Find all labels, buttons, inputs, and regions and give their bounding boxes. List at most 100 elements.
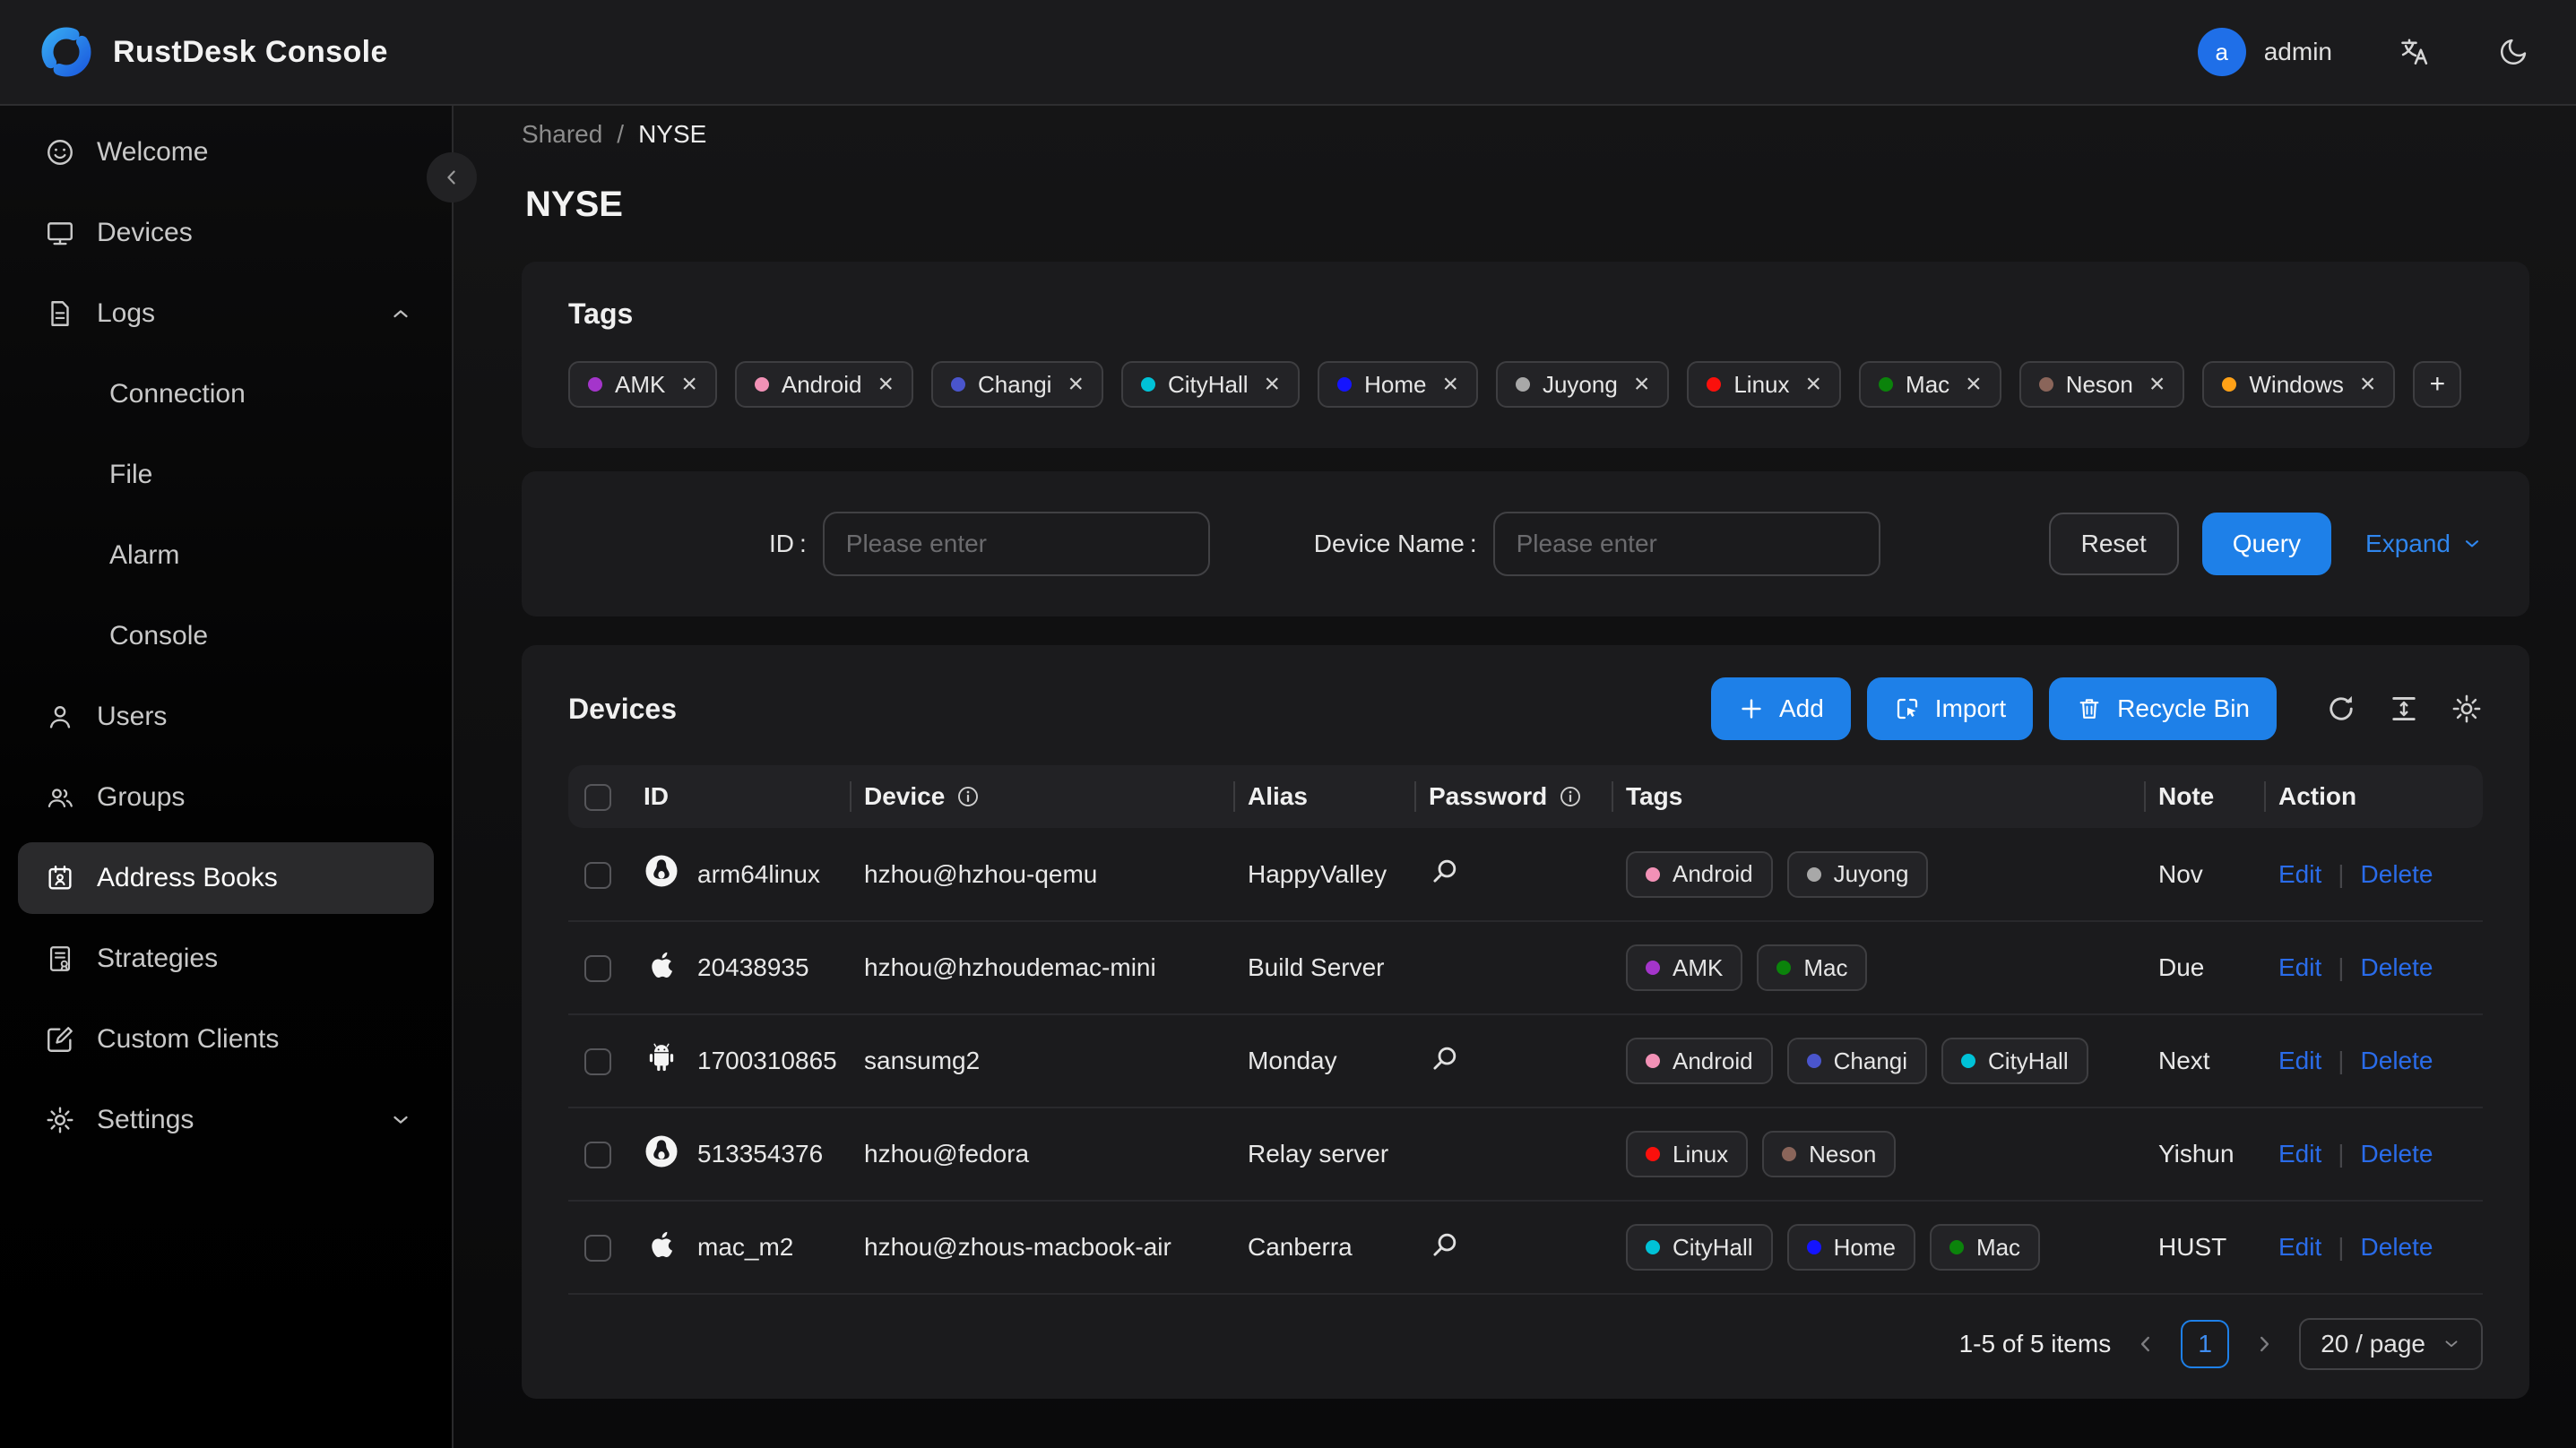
tag-chip[interactable]: Neson bbox=[1762, 1131, 1897, 1177]
tag-chip[interactable]: Linux × bbox=[1687, 361, 1842, 408]
tag-chip[interactable]: Mac × bbox=[1859, 361, 2001, 408]
sidebar-item-alarm[interactable]: Alarm bbox=[18, 520, 434, 591]
id-filter-input[interactable] bbox=[822, 512, 1210, 576]
device-note: Nov bbox=[2144, 828, 2264, 922]
device-note: Due bbox=[2144, 921, 2264, 1015]
edit-link[interactable]: Edit bbox=[2278, 953, 2322, 981]
tag-chip[interactable]: Changi × bbox=[931, 361, 1103, 408]
tag-chip[interactable]: Android × bbox=[734, 361, 914, 408]
page-number-button[interactable]: 1 bbox=[2181, 1320, 2230, 1368]
sidebar-item-settings[interactable]: Settings bbox=[18, 1084, 434, 1156]
previous-page-icon[interactable] bbox=[2134, 1332, 2157, 1356]
sidebar-item-groups[interactable]: Groups bbox=[18, 762, 434, 833]
chevron-down-icon bbox=[2461, 533, 2483, 555]
tag-color-dot bbox=[588, 377, 602, 392]
delete-link[interactable]: Delete bbox=[2360, 859, 2433, 888]
sidebar-item-logs[interactable]: Logs bbox=[18, 278, 434, 349]
tag-chip[interactable]: AMK × bbox=[568, 361, 717, 408]
chevron-down-icon bbox=[2442, 1334, 2461, 1354]
password-search-icon[interactable] bbox=[1429, 1042, 1461, 1074]
sidebar-item-users[interactable]: Users bbox=[18, 681, 434, 753]
row-checkbox[interactable] bbox=[584, 861, 611, 889]
edit-link[interactable]: Edit bbox=[2278, 1047, 2322, 1074]
tag-label: Juyong bbox=[1542, 370, 1618, 398]
next-page-icon[interactable] bbox=[2252, 1332, 2276, 1356]
delete-link[interactable]: Delete bbox=[2360, 1140, 2433, 1168]
device-note: HUST bbox=[2144, 1201, 2264, 1295]
remove-tag-icon[interactable]: × bbox=[2148, 369, 2165, 399]
row-tags: CityHall Home Mac bbox=[1626, 1224, 2144, 1271]
remove-tag-icon[interactable]: × bbox=[1966, 369, 1982, 399]
tag-chip[interactable]: Android bbox=[1626, 850, 1773, 898]
edit-link[interactable]: Edit bbox=[2278, 1233, 2322, 1261]
row-checkbox[interactable] bbox=[584, 955, 611, 983]
sidebar-item-welcome[interactable]: Welcome bbox=[18, 116, 434, 188]
import-button[interactable]: Import bbox=[1866, 677, 2034, 740]
expand-link[interactable]: Expand bbox=[2365, 530, 2483, 558]
id-filter-label: ID bbox=[769, 530, 794, 557]
remove-tag-icon[interactable]: × bbox=[1633, 369, 1650, 399]
tag-chip[interactable]: CityHall bbox=[1941, 1038, 2088, 1084]
tag-chip[interactable]: Mac bbox=[1757, 944, 1868, 991]
info-icon[interactable] bbox=[955, 784, 981, 809]
password-search-icon[interactable] bbox=[1429, 855, 1461, 887]
remove-tag-icon[interactable]: × bbox=[1068, 369, 1084, 399]
reset-button[interactable]: Reset bbox=[2048, 513, 2179, 575]
translate-icon[interactable] bbox=[2399, 36, 2431, 68]
tag-chip[interactable]: AMK bbox=[1626, 944, 1743, 991]
select-all-checkbox[interactable] bbox=[584, 784, 611, 812]
delete-link[interactable]: Delete bbox=[2360, 1047, 2433, 1074]
delete-link[interactable]: Delete bbox=[2360, 1233, 2433, 1261]
tag-chip[interactable]: Juyong × bbox=[1495, 361, 1670, 408]
breadcrumb-parent[interactable]: Shared bbox=[522, 120, 603, 148]
tag-chip[interactable]: Home × bbox=[1318, 361, 1478, 408]
remove-tag-icon[interactable]: × bbox=[1264, 369, 1281, 399]
sidebar-collapse-button[interactable] bbox=[427, 152, 477, 203]
recycle-bin-button[interactable]: Recycle Bin bbox=[2049, 677, 2277, 740]
sidebar-item-devices[interactable]: Devices bbox=[18, 197, 434, 269]
dark-mode-moon-icon[interactable] bbox=[2497, 36, 2529, 68]
tag-color-dot bbox=[1646, 1147, 1660, 1161]
tag-chip[interactable]: CityHall × bbox=[1120, 361, 1301, 408]
tag-chip[interactable]: Android bbox=[1626, 1038, 1773, 1084]
avatar[interactable]: a bbox=[2197, 28, 2246, 76]
sidebar-item-address-books[interactable]: Address Books bbox=[18, 842, 434, 914]
add-tag-button[interactable]: + bbox=[2413, 361, 2462, 408]
remove-tag-icon[interactable]: × bbox=[2359, 369, 2376, 399]
tag-chip[interactable]: Home bbox=[1786, 1224, 1915, 1271]
sidebar-item-file[interactable]: File bbox=[18, 439, 434, 511]
refresh-icon[interactable] bbox=[2325, 693, 2357, 725]
tag-chip[interactable]: Linux bbox=[1626, 1131, 1749, 1177]
remove-tag-icon[interactable]: × bbox=[1805, 369, 1822, 399]
row-checkbox[interactable] bbox=[584, 1235, 611, 1263]
query-button[interactable]: Query bbox=[2201, 513, 2332, 575]
tag-label: Home bbox=[1364, 370, 1427, 398]
info-icon[interactable] bbox=[1558, 784, 1583, 809]
device-name-filter-input[interactable] bbox=[1492, 512, 1880, 576]
edit-link[interactable]: Edit bbox=[2278, 1140, 2322, 1168]
sidebar-item-connection[interactable]: Connection bbox=[18, 358, 434, 430]
edit-link[interactable]: Edit bbox=[2278, 859, 2322, 888]
tag-chip[interactable]: Windows × bbox=[2202, 361, 2396, 408]
row-checkbox[interactable] bbox=[584, 1142, 611, 1169]
remove-tag-icon[interactable]: × bbox=[1442, 369, 1458, 399]
tag-chip[interactable]: Changi bbox=[1786, 1038, 1928, 1084]
sidebar-item-strategies[interactable]: Strategies bbox=[18, 923, 434, 995]
add-device-button[interactable]: Add bbox=[1710, 677, 1851, 740]
delete-link[interactable]: Delete bbox=[2360, 953, 2433, 981]
sidebar-item-custom-clients[interactable]: Custom Clients bbox=[18, 1004, 434, 1075]
user-name[interactable]: admin bbox=[2263, 38, 2332, 65]
remove-tag-icon[interactable]: × bbox=[681, 369, 697, 399]
table-settings-gear-icon[interactable] bbox=[2451, 693, 2483, 725]
sidebar-item-console[interactable]: Console bbox=[18, 600, 434, 672]
tag-chip[interactable]: Mac bbox=[1929, 1224, 2041, 1271]
row-height-icon[interactable] bbox=[2388, 693, 2420, 725]
password-search-icon[interactable] bbox=[1429, 1228, 1461, 1261]
tag-chip[interactable]: Neson × bbox=[2018, 361, 2185, 408]
row-checkbox[interactable] bbox=[584, 1048, 611, 1076]
tag-color-dot bbox=[1806, 866, 1821, 882]
tag-chip[interactable]: CityHall bbox=[1626, 1224, 1773, 1271]
remove-tag-icon[interactable]: × bbox=[877, 369, 895, 399]
tag-chip[interactable]: Juyong bbox=[1786, 850, 1929, 898]
page-size-select[interactable]: 20 / page bbox=[2299, 1318, 2483, 1370]
